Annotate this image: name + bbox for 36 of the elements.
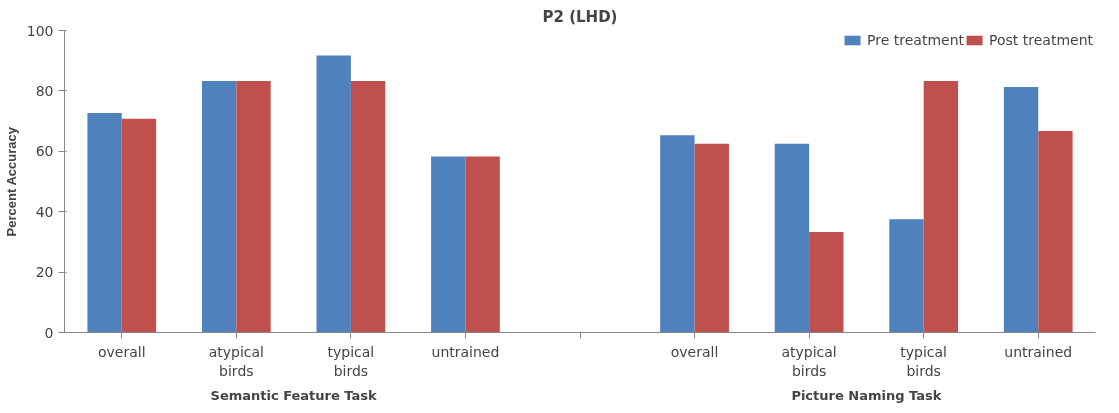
bar — [350, 80, 386, 333]
x-tick-label: typical birds — [900, 343, 948, 379]
bar — [236, 80, 271, 333]
bar — [87, 112, 122, 333]
bar — [660, 135, 695, 333]
x-tick-label: overall — [97, 343, 146, 360]
bar — [316, 55, 351, 333]
x-tick-label: atypical birds — [208, 343, 264, 379]
bar — [889, 219, 924, 333]
y-tick-label: 100 — [26, 22, 54, 39]
y-axis-title: Percent Accuracy — [3, 126, 19, 237]
bar — [774, 143, 810, 333]
legend-label: Post treatment — [989, 32, 1093, 48]
y-tick-label: 20 — [35, 264, 54, 281]
bar — [694, 143, 729, 333]
x-tick-label: atypical birds — [781, 343, 837, 379]
legend-label: Pre treatment — [867, 32, 965, 48]
text: Semantic Feature Task — [210, 387, 378, 403]
text: Picture Naming Task — [791, 387, 942, 403]
bar — [923, 80, 959, 333]
bar — [1038, 131, 1073, 333]
bar — [431, 156, 466, 333]
x-tick-label: untrained — [1004, 343, 1073, 360]
y-tick-label: 60 — [35, 143, 54, 160]
y-tick-label: 0 — [44, 324, 54, 341]
chart-title: P2 (LHD) — [542, 7, 618, 26]
bar — [809, 231, 844, 333]
bar — [201, 80, 237, 333]
x-tick-label: typical birds — [327, 343, 375, 379]
bar — [121, 118, 157, 333]
bar — [465, 156, 500, 333]
x-tick-label: overall — [670, 343, 719, 360]
x-tick-label: untrained — [431, 343, 500, 360]
y-tick-label: 80 — [35, 82, 54, 99]
bar — [1003, 86, 1039, 333]
y-tick-label: 40 — [35, 203, 54, 220]
